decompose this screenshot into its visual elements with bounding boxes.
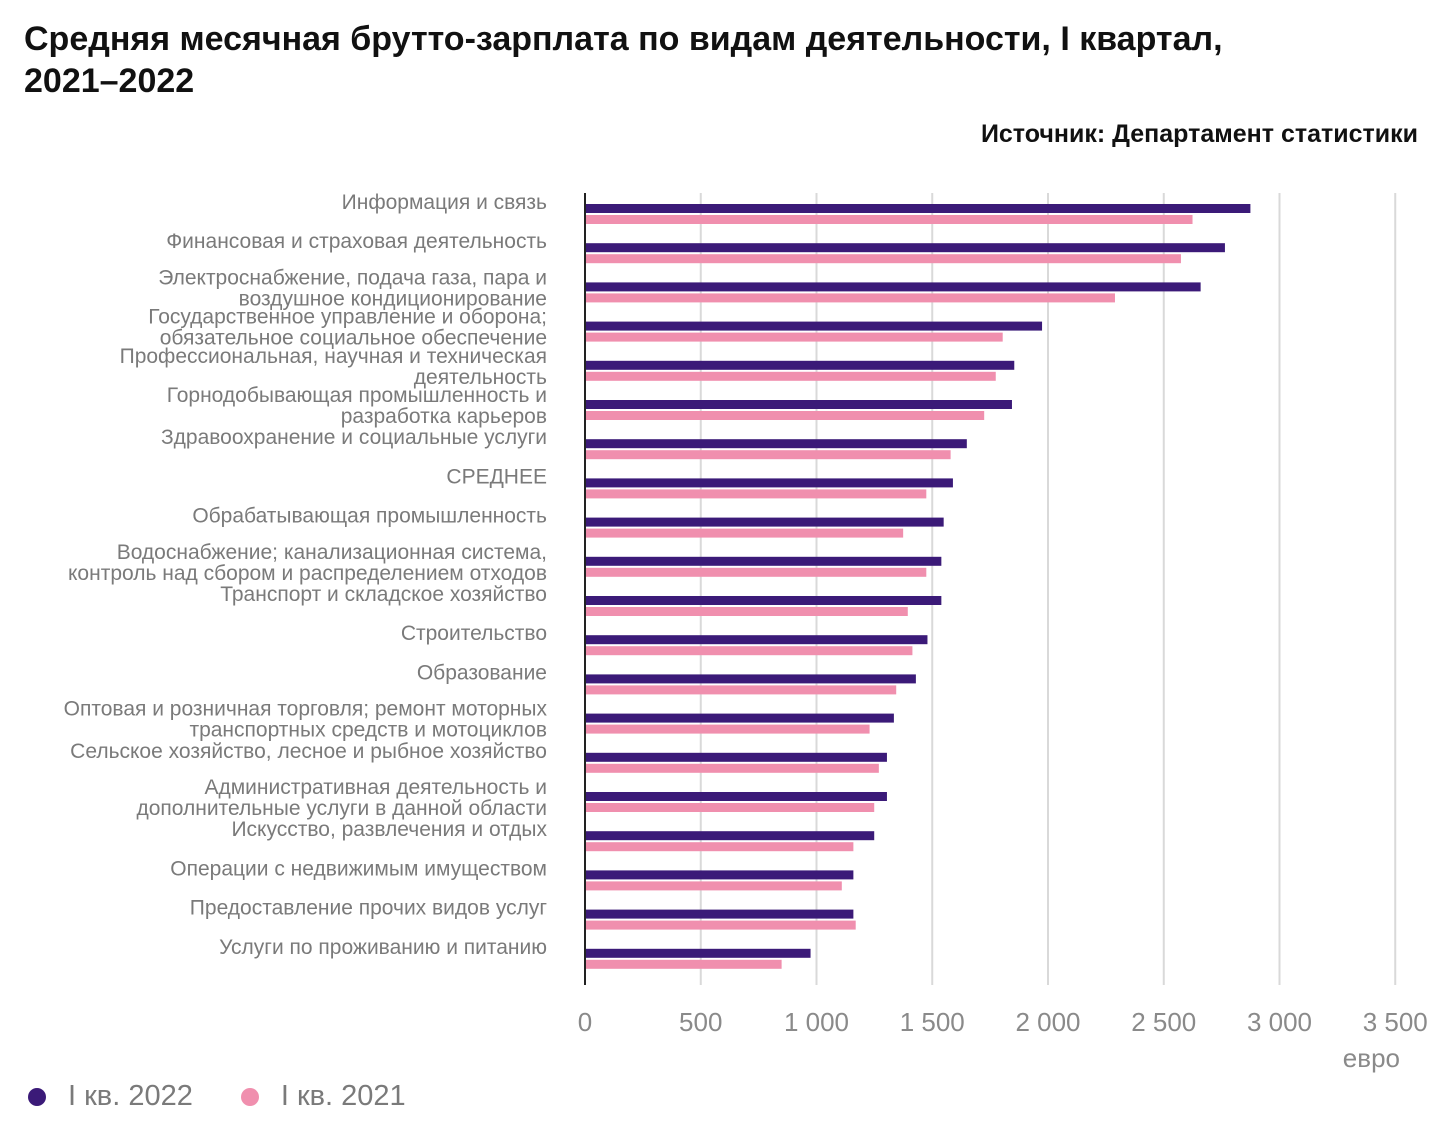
category-label: Сельское хозяйство, лесное и рыбное хозя… xyxy=(70,740,547,763)
category-label: Профессиональная, научная и техническая xyxy=(120,345,547,368)
x-tick-label: 500 xyxy=(679,1007,722,1037)
x-axis-unit-label: евро xyxy=(1343,1043,1400,1073)
bar-2021 xyxy=(586,920,856,930)
category-label: Водоснабжение; канализационная система, xyxy=(117,541,547,564)
bar-2021 xyxy=(586,646,913,656)
category-label: Горнодобывающая промышленность и xyxy=(167,384,547,407)
bar-2022 xyxy=(586,713,894,723)
bar-2022 xyxy=(586,282,1201,292)
category-label: Предоставление прочих видов услуг xyxy=(190,897,548,920)
bar-2022 xyxy=(586,596,942,605)
category-label: транспортных средств и мотоциклов xyxy=(189,719,547,742)
category-label: Строительство xyxy=(401,622,547,645)
bar-2021 xyxy=(586,803,875,812)
x-tick-label: 0 xyxy=(578,1007,592,1037)
bar-2022 xyxy=(586,556,942,566)
bar-2022 xyxy=(586,517,944,527)
bar-2022 xyxy=(586,360,1015,370)
bar-2022 xyxy=(586,752,887,762)
bar-2022 xyxy=(586,870,854,880)
category-label: Оптовая и розничная торговля; ремонт мот… xyxy=(64,698,548,721)
bar-2022 xyxy=(586,635,928,645)
legend-item-2021: I кв. 2021 xyxy=(240,1080,406,1113)
x-tick-label: 1 000 xyxy=(784,1007,849,1037)
bar-2021 xyxy=(586,489,927,499)
bar-2022 xyxy=(586,204,1251,213)
bar-2021 xyxy=(586,763,879,773)
bar-2021 xyxy=(586,881,842,891)
bar-2021 xyxy=(586,411,985,420)
source-note: Источник: Департамент статистики xyxy=(980,120,1418,148)
bar-2021 xyxy=(586,607,908,616)
bar-2022 xyxy=(586,674,916,684)
bar-2021 xyxy=(586,528,904,538)
x-tick-label: 3 000 xyxy=(1247,1007,1312,1037)
category-label: Электроснабжение, подача газа, пара и xyxy=(158,266,547,289)
category-label: Административная деятельность и xyxy=(204,776,547,799)
category-label: Операции с недвижимым имуществом xyxy=(170,857,547,880)
legend-label-2021: I кв. 2021 xyxy=(280,1080,406,1112)
category-label: Информация и связь xyxy=(342,191,547,214)
bar-2021 xyxy=(586,450,951,460)
category-label: контроль над сбором и распределением отх… xyxy=(68,562,547,585)
bar-2022 xyxy=(586,400,1012,409)
chart-title: Средняя месячная брутто-зарплата по вида… xyxy=(24,20,1223,100)
bar-2021 xyxy=(586,842,854,852)
bar-2022 xyxy=(586,792,887,801)
bar-2022 xyxy=(586,439,967,449)
category-label: СРЕДНЕЕ xyxy=(446,465,547,488)
x-tick-label: 2 500 xyxy=(1131,1007,1196,1037)
bar-2021 xyxy=(586,724,870,734)
bar-2021 xyxy=(586,215,1193,224)
category-label: Здравоохранение и социальные услуги xyxy=(161,426,547,449)
category-label: Финансовая и страховая деятельность xyxy=(166,230,547,253)
bar-2021 xyxy=(586,959,782,969)
bar-2021 xyxy=(586,371,996,381)
category-label: воздушное кондиционирование xyxy=(239,287,547,310)
bar-2022 xyxy=(586,948,811,958)
legend-dot-icon xyxy=(240,1087,259,1106)
bar-2022 xyxy=(586,831,875,841)
bar-2022 xyxy=(586,478,953,488)
category-label: деятельность xyxy=(414,366,547,389)
bar-2021 xyxy=(586,567,927,577)
category-label: Государственное управление и оборона; xyxy=(148,306,547,329)
legend-label-2022: I кв. 2022 xyxy=(68,1080,193,1112)
bar-2021 xyxy=(586,685,897,695)
bar-2021 xyxy=(586,332,1003,342)
legend-dot-icon xyxy=(28,1087,46,1106)
x-tick-label: 1 500 xyxy=(900,1007,965,1037)
category-label: Услуги по проживанию и питанию xyxy=(219,936,547,959)
category-label: Транспорт и складское хозяйство xyxy=(220,583,547,606)
bar-2022 xyxy=(586,243,1225,253)
category-label: Искусство, развлечения и отдых xyxy=(231,818,547,841)
legend: I кв. 2022 I кв. 2021 xyxy=(28,1080,454,1113)
category-label: обязательное социальное обеспечение xyxy=(160,327,547,350)
category-label: Образование xyxy=(417,661,547,684)
legend-item-2022: I кв. 2022 xyxy=(28,1080,193,1113)
x-tick-label: 2 000 xyxy=(1015,1007,1080,1037)
bar-2022 xyxy=(586,909,854,919)
category-label: разработка карьеров xyxy=(341,405,547,428)
category-label: Обрабатывающая промышленность xyxy=(192,505,547,528)
bar-chart: 0 500 1 000 1 500 2 000 2 500 3 000 3 500 евро Ин… xyxy=(64,191,1428,1073)
bar-2022 xyxy=(586,321,1043,331)
bar-2021 xyxy=(586,254,1181,264)
category-label: дополнительные услуги в данной области xyxy=(136,797,547,820)
bar-2021 xyxy=(586,293,1115,303)
x-tick-label: 3 500 xyxy=(1363,1007,1428,1037)
